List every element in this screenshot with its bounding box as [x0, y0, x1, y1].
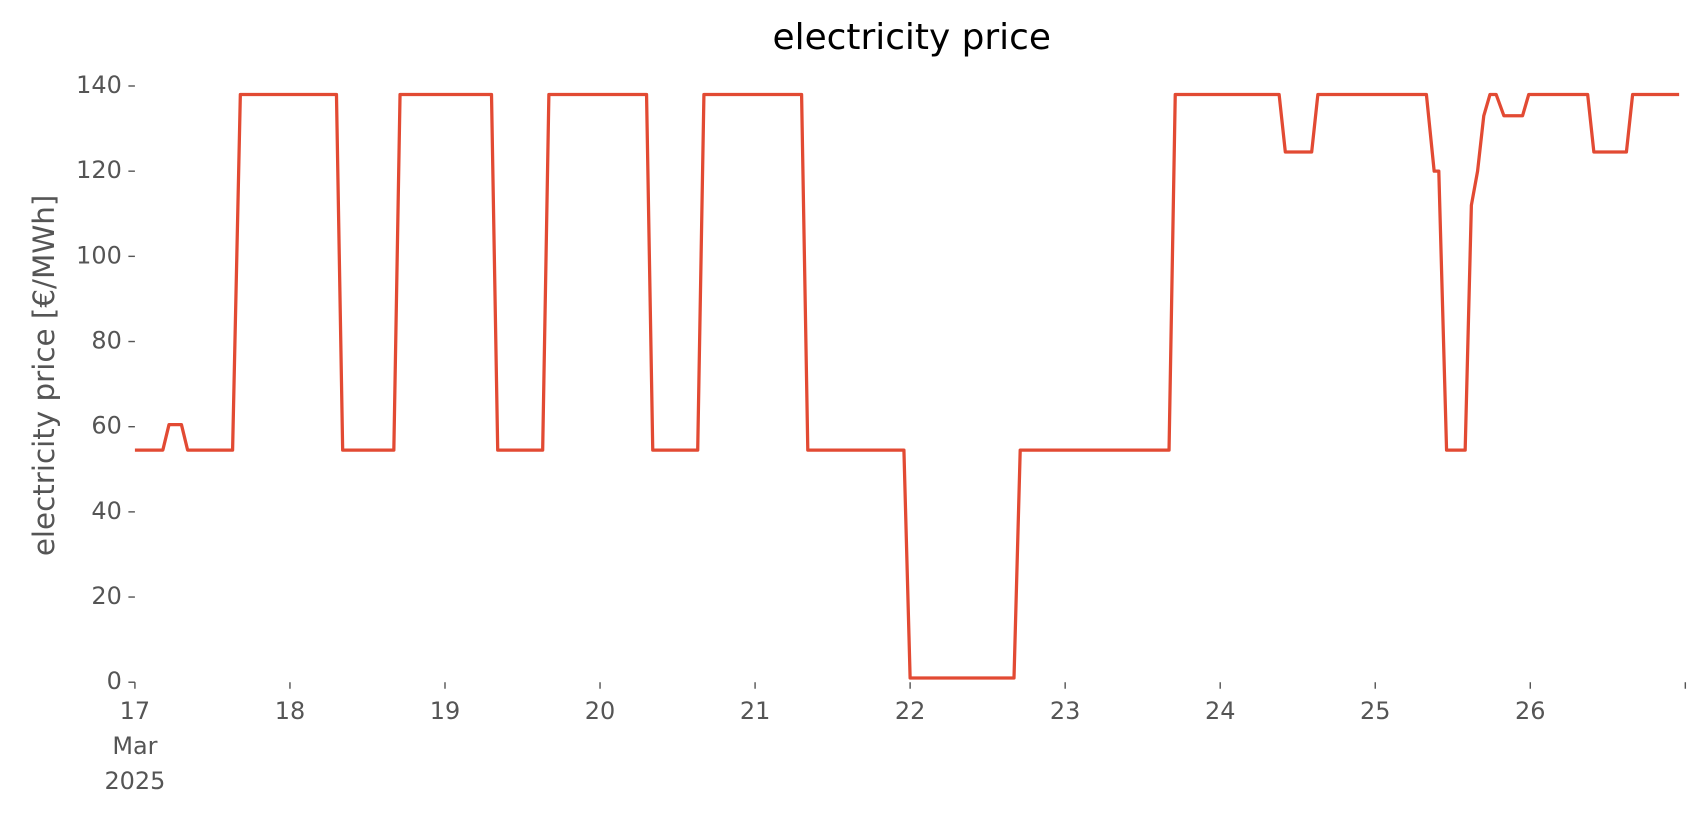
- y-tick-label: 80: [91, 327, 121, 355]
- y-tick-label: 60: [91, 412, 121, 440]
- price-line: [134, 92, 1680, 680]
- x-tick-label: 23: [1050, 697, 1080, 725]
- x-tick-label: 21: [740, 697, 770, 725]
- x-tick-label: 22: [895, 697, 925, 725]
- x-tick-label: 25: [1360, 697, 1390, 725]
- x-tick-label: 24: [1205, 697, 1235, 725]
- x-tick-label: 17 Mar 2025: [104, 697, 165, 795]
- y-axis-label: electricity price [€/MWh]: [27, 195, 61, 557]
- y-tick-label: 40: [91, 497, 121, 525]
- x-tick-label: 20: [585, 697, 615, 725]
- y-tick-label: 120: [76, 156, 122, 184]
- x-tick-label: 26: [1515, 697, 1545, 725]
- y-tick-label: 0: [107, 667, 122, 695]
- x-tick-label: 18: [275, 697, 305, 725]
- x-tick-label: 19: [430, 697, 460, 725]
- y-tick-label: 20: [91, 582, 121, 610]
- y-tick-label: 100: [76, 241, 122, 269]
- chart-title: electricity price: [773, 17, 1051, 58]
- y-tick-label: 140: [76, 71, 122, 99]
